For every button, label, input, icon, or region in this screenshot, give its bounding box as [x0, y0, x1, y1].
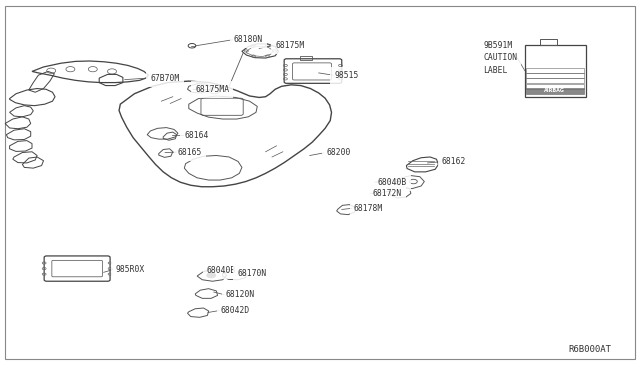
Text: 68178M: 68178M: [354, 204, 383, 213]
Text: 68200: 68200: [326, 148, 351, 157]
Text: R6B000AT: R6B000AT: [568, 345, 611, 354]
Text: 68120N: 68120N: [226, 290, 255, 299]
Text: 68042D: 68042D: [221, 306, 250, 315]
Text: 98515: 98515: [334, 71, 358, 80]
Text: 9B591M
CAUTION
LABEL: 9B591M CAUTION LABEL: [483, 41, 517, 75]
Text: 67B70M: 67B70M: [150, 74, 180, 83]
Text: 68175M: 68175M: [275, 41, 305, 50]
Text: 985R0X: 985R0X: [115, 265, 145, 274]
Bar: [526, 84, 584, 89]
Text: 68162: 68162: [442, 157, 466, 166]
Bar: [540, 39, 557, 45]
Text: 68170N: 68170N: [237, 269, 267, 278]
Bar: [526, 68, 584, 73]
Text: 68172N: 68172N: [372, 189, 402, 198]
Text: 68040B: 68040B: [207, 266, 236, 275]
Bar: [526, 88, 584, 94]
Bar: [526, 73, 584, 78]
Text: AIRBAG: AIRBAG: [544, 88, 564, 93]
Text: 68180N: 68180N: [234, 35, 263, 44]
Bar: [525, 45, 586, 97]
Text: 68165: 68165: [178, 148, 202, 157]
Circle shape: [207, 273, 216, 278]
Bar: [300, 56, 312, 60]
Text: 68164: 68164: [184, 131, 209, 140]
Bar: [526, 78, 584, 83]
Text: 68040B: 68040B: [378, 178, 407, 187]
Text: 68175MA: 68175MA: [195, 85, 229, 94]
